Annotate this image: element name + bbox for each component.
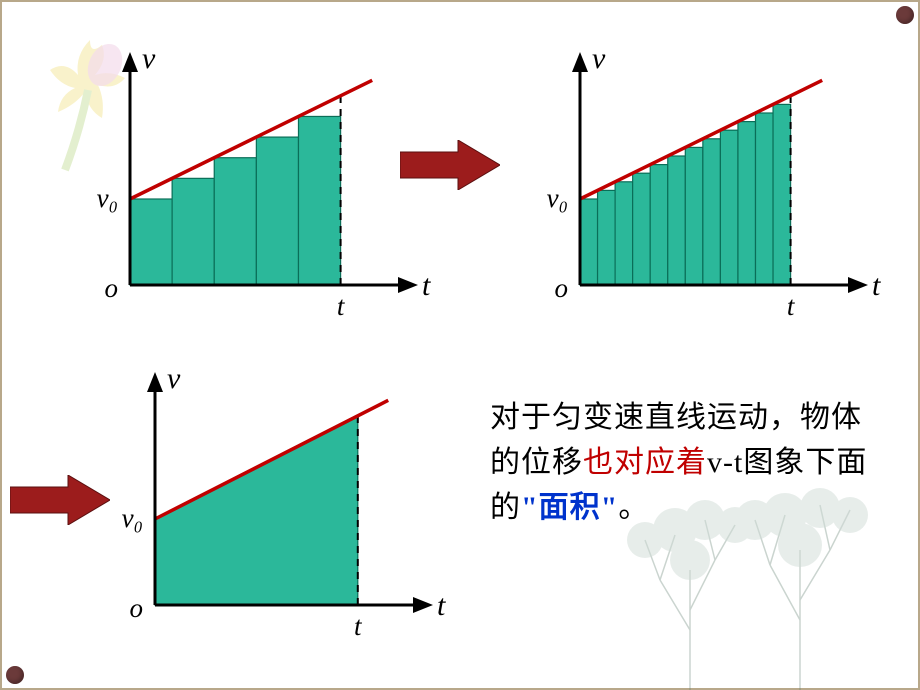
svg-text:t: t bbox=[422, 269, 431, 302]
vt-graph-fine-bars: v t v₀ o t bbox=[520, 40, 900, 335]
caption-text: 对于匀变速直线运动，物体的位移也对应着v-t图象下面的"面积"。 bbox=[490, 395, 890, 530]
svg-text:v: v bbox=[142, 42, 156, 75]
corner-dot-tr bbox=[896, 6, 914, 24]
svg-text:v₀: v₀ bbox=[97, 183, 118, 213]
svg-text:t: t bbox=[872, 269, 881, 302]
svg-text:v₀: v₀ bbox=[122, 503, 143, 533]
corner-dot-bl bbox=[6, 666, 24, 684]
svg-text:t: t bbox=[354, 611, 363, 641]
arrow-right-2 bbox=[10, 475, 110, 530]
svg-text:v₀: v₀ bbox=[547, 183, 568, 213]
svg-text:t: t bbox=[787, 291, 796, 321]
svg-text:o: o bbox=[105, 273, 119, 303]
svg-text:v: v bbox=[167, 362, 181, 395]
svg-text:v: v bbox=[592, 42, 606, 75]
vt-graph-trapezoid: v t v₀ o t bbox=[95, 360, 465, 655]
svg-text:t: t bbox=[437, 589, 446, 622]
svg-text:o: o bbox=[555, 273, 569, 303]
svg-text:o: o bbox=[130, 593, 144, 623]
arrow-right-1 bbox=[400, 140, 500, 195]
vt-graph-coarse-bars: v t v₀ o t bbox=[70, 40, 450, 335]
svg-text:t: t bbox=[337, 291, 346, 321]
